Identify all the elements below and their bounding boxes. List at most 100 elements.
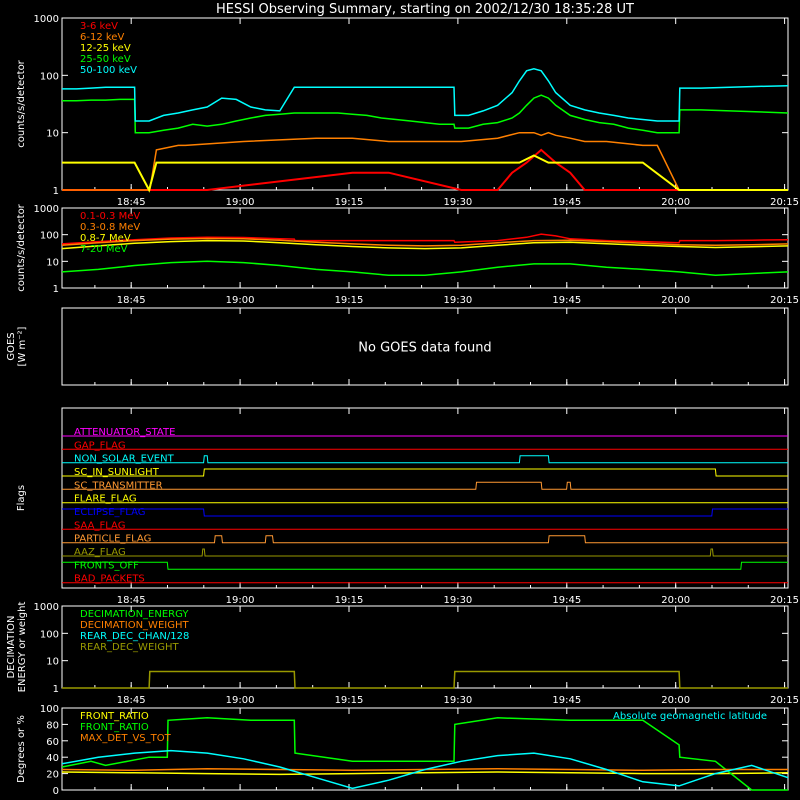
panel-4-legend-2: REAR_DEC_CHAN/128	[80, 631, 189, 642]
panel-1-series-1	[61, 237, 789, 247]
panel-1-series-3	[61, 260, 789, 277]
panel-0-ytick-label: 1	[53, 186, 59, 197]
panel-0-xtick-label: 20:15	[770, 197, 799, 208]
panel-0-legend-1: 6-12 keV	[80, 32, 124, 43]
panel-0-series-2	[62, 154, 788, 193]
panel-1-legend-3: 7-20 MeV	[80, 244, 128, 255]
panel-4-ytick-label: 10	[46, 657, 59, 668]
flag-label-2: NON_SOLAR_EVENT	[74, 454, 175, 465]
panel-1-xtick-label: 19:15	[335, 295, 364, 306]
panel-1-ylabel: counts/s/detector	[16, 203, 27, 291]
panel-0-ytick-label: 10	[46, 129, 59, 140]
panel-2-ylabel2: [W m⁻²]	[17, 326, 28, 366]
panel-0-frame	[61, 17, 789, 191]
flag-line-9	[62, 548, 788, 557]
flag-label-3: SC_IN_SUNLIGHT	[74, 467, 160, 478]
panel-4-legend-3: REAR_DEC_WEIGHT	[80, 642, 179, 653]
panel-2-message: No GOES data found	[358, 341, 491, 356]
panel-5-legend-0: FRONT_RATIO	[80, 711, 149, 722]
panel-5-ytick-label: 60	[46, 737, 59, 748]
panel-3-frame	[61, 407, 789, 589]
panel-4-series-3	[62, 670, 788, 689]
panel-0-xtick-label: 19:45	[552, 197, 581, 208]
panel-1-ytick-label: 10	[46, 257, 59, 268]
panel-0-series-0	[62, 148, 788, 191]
panel-5-ylabel: Degrees or %	[16, 715, 27, 783]
panel-0-xtick-label: 18:45	[117, 197, 146, 208]
panel-3-xtick-label: 19:15	[335, 595, 364, 606]
panel-4-legend-0: DECIMATION_ENERGY	[80, 609, 189, 620]
panel-5-annotation: Absolute geomagnetic latitude	[613, 711, 767, 722]
panel-3-xtick-label: 19:00	[226, 595, 255, 606]
panel-4-xtick-label: 20:00	[661, 695, 690, 706]
panel-5-legend-1: FRONT_RATIO	[80, 722, 149, 733]
panel-4-ytick-label: 1000	[34, 602, 59, 613]
panel-4-xtick-label: 18:45	[117, 695, 146, 706]
flag-label-8: PARTICLE_FLAG	[74, 534, 151, 545]
flag-label-4: SC_TRANSMITTER	[74, 480, 163, 491]
flag-line-3	[62, 468, 788, 477]
panel-0-series-4	[62, 68, 789, 122]
panel-0-legend-3: 25-50 keV	[80, 54, 131, 65]
panel-3-xtick-label: 20:15	[770, 595, 799, 606]
panel-4-xtick-label: 19:45	[552, 695, 581, 706]
panel-0-legend-2: 12-25 keV	[80, 43, 131, 54]
panel-5-legend-2: MAX_DET_VS_TOT	[80, 733, 172, 744]
panel-3-xtick-label: 18:45	[117, 595, 146, 606]
flag-label-7: SAA_FLAG	[74, 520, 125, 531]
panel-1-legend-1: 0.3-0.8 MeV	[80, 222, 140, 233]
panel-3-ylabel: Flags	[16, 485, 27, 511]
panel-1-legend-0: 0.1-0.3 MeV	[80, 211, 140, 222]
chart-title: HESSI Observing Summary, starting on 200…	[216, 2, 634, 17]
panel-5-ytick-label: 40	[46, 753, 59, 764]
flag-label-5: FLARE_FLAG	[74, 494, 137, 505]
panel-1-xtick-label: 19:30	[443, 295, 472, 306]
flag-line-8	[62, 535, 788, 544]
panel-0-xtick-label: 19:30	[443, 197, 472, 208]
panel-4-legend-1: DECIMATION_WEIGHT	[80, 620, 189, 631]
panel-4-ytick-label: 1	[53, 684, 59, 695]
panel-1-xtick-label: 20:15	[770, 295, 799, 306]
panel-0-legend-0: 3-6 keV	[80, 21, 118, 32]
panel-0-ytick-label: 1000	[34, 14, 59, 25]
panel-3-xtick-label: 19:30	[443, 595, 472, 606]
panel-5-ytick-label: 80	[46, 720, 59, 731]
panel-5-ytick-label: 20	[46, 770, 59, 781]
panel-4-xtick-label: 19:00	[226, 695, 255, 706]
panel-0-series-1	[62, 131, 788, 191]
panel-1-xtick-label: 19:00	[226, 295, 255, 306]
panel-1-ytick-label: 100	[40, 231, 59, 242]
flag-line-10	[62, 561, 788, 570]
panel-0-series-3	[62, 94, 789, 134]
flag-line-2	[62, 455, 788, 464]
panel-4-xtick-label: 19:30	[443, 695, 472, 706]
flag-line-6	[62, 508, 788, 517]
panel-5-series-0	[61, 771, 789, 776]
panel-3-xtick-label: 20:00	[661, 595, 690, 606]
flag-label-0: ATTENUATOR_STATE	[74, 427, 175, 438]
panel-1-series-2	[61, 239, 789, 250]
panel-0-ylabel: counts/s/detector	[16, 59, 27, 147]
panel-4-ytick-label: 100	[40, 629, 59, 640]
panel-1-ytick-label: 1000	[34, 204, 59, 215]
panel-4-ylabel: DECIMATION	[6, 615, 17, 678]
panel-0-xtick-label: 20:00	[661, 197, 690, 208]
panel-5-ytick-label: 100	[40, 704, 59, 715]
panel-1-xtick-label: 19:45	[552, 295, 581, 306]
panel-3-xtick-label: 19:45	[552, 595, 581, 606]
panel-0-xtick-label: 19:15	[335, 197, 364, 208]
flag-label-6: ECLIPSE_FLAG	[74, 507, 145, 518]
panel-0-legend-4: 50-100 keV	[80, 65, 137, 76]
panel-4-xtick-label: 19:15	[335, 695, 364, 706]
panel-2-frame	[61, 307, 789, 386]
panel-1-legend-2: 0.8-7 MeV	[80, 233, 131, 244]
panel-5-series-3	[61, 749, 789, 790]
flag-label-10: FRONTS_OFF	[74, 560, 139, 571]
panel-5-ytick-label: 0	[53, 786, 59, 797]
flag-label-11: BAD_PACKETS	[74, 574, 145, 585]
panel-2-ylabel: GOES	[6, 332, 17, 360]
panel-1-series-0	[61, 233, 789, 245]
flag-label-1: GAP_FLAG	[74, 440, 126, 451]
panel-0-ytick-label: 100	[40, 71, 59, 82]
